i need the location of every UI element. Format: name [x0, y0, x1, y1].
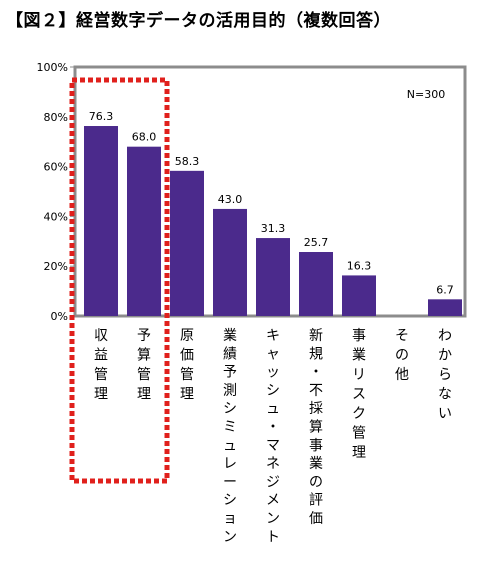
- value-labels: 76.3 68.0 58.3 43.0 31.3 25.7 16.3 6.7: [89, 110, 454, 296]
- bar-0: [84, 126, 118, 316]
- bar-5: [299, 252, 333, 316]
- y-axis: 0% 20% 40% 60% 80% 100%: [37, 61, 75, 323]
- value-label-6: 16.3: [347, 259, 372, 272]
- category-label-5: 新規・不採算事業の評価: [309, 328, 323, 527]
- category-label-8: わからない: [438, 328, 452, 422]
- bar-3: [213, 208, 247, 316]
- bar-1: [127, 146, 161, 316]
- y-tick-label: 80%: [44, 111, 68, 124]
- bar-6: [342, 275, 376, 316]
- category-label-3: 業績予測シミュレーション: [223, 328, 237, 545]
- bar-2: [170, 170, 204, 316]
- bar-4: [256, 238, 290, 316]
- category-label-6: 事業リスク管理: [352, 328, 366, 461]
- y-tick-label: 20%: [44, 260, 68, 273]
- bars: [84, 126, 462, 316]
- value-label-0: 76.3: [89, 110, 114, 123]
- value-label-8: 6.7: [436, 283, 454, 296]
- category-label-4: キャッシュ・マネジメント: [266, 328, 280, 545]
- y-tick-label: 40%: [44, 210, 68, 223]
- chart-title: 【図２】経営数字データの活用目的（複数回答）: [6, 11, 391, 31]
- category-label-2: 原価管理: [180, 328, 194, 403]
- y-tick-label: 100%: [37, 61, 68, 74]
- category-label-7: その他: [395, 328, 409, 383]
- category-label-1: 予算管理: [137, 328, 151, 403]
- sample-size-note: N=300: [407, 88, 445, 101]
- value-label-5: 25.7: [304, 236, 329, 249]
- bar-8: [428, 299, 462, 316]
- value-label-2: 58.3: [175, 155, 200, 168]
- y-tick-label: 60%: [44, 161, 68, 174]
- category-label-0: 収益管理: [94, 328, 108, 403]
- category-labels: 収益管理 予算管理 原価管理 業績予測シミュレーション キャッシュ・マネジメント 新規・不…: [94, 328, 452, 545]
- value-label-1: 68.0: [132, 131, 157, 144]
- value-label-3: 43.0: [218, 193, 243, 206]
- y-tick-label: 0%: [51, 310, 68, 323]
- value-label-4: 31.3: [261, 222, 286, 235]
